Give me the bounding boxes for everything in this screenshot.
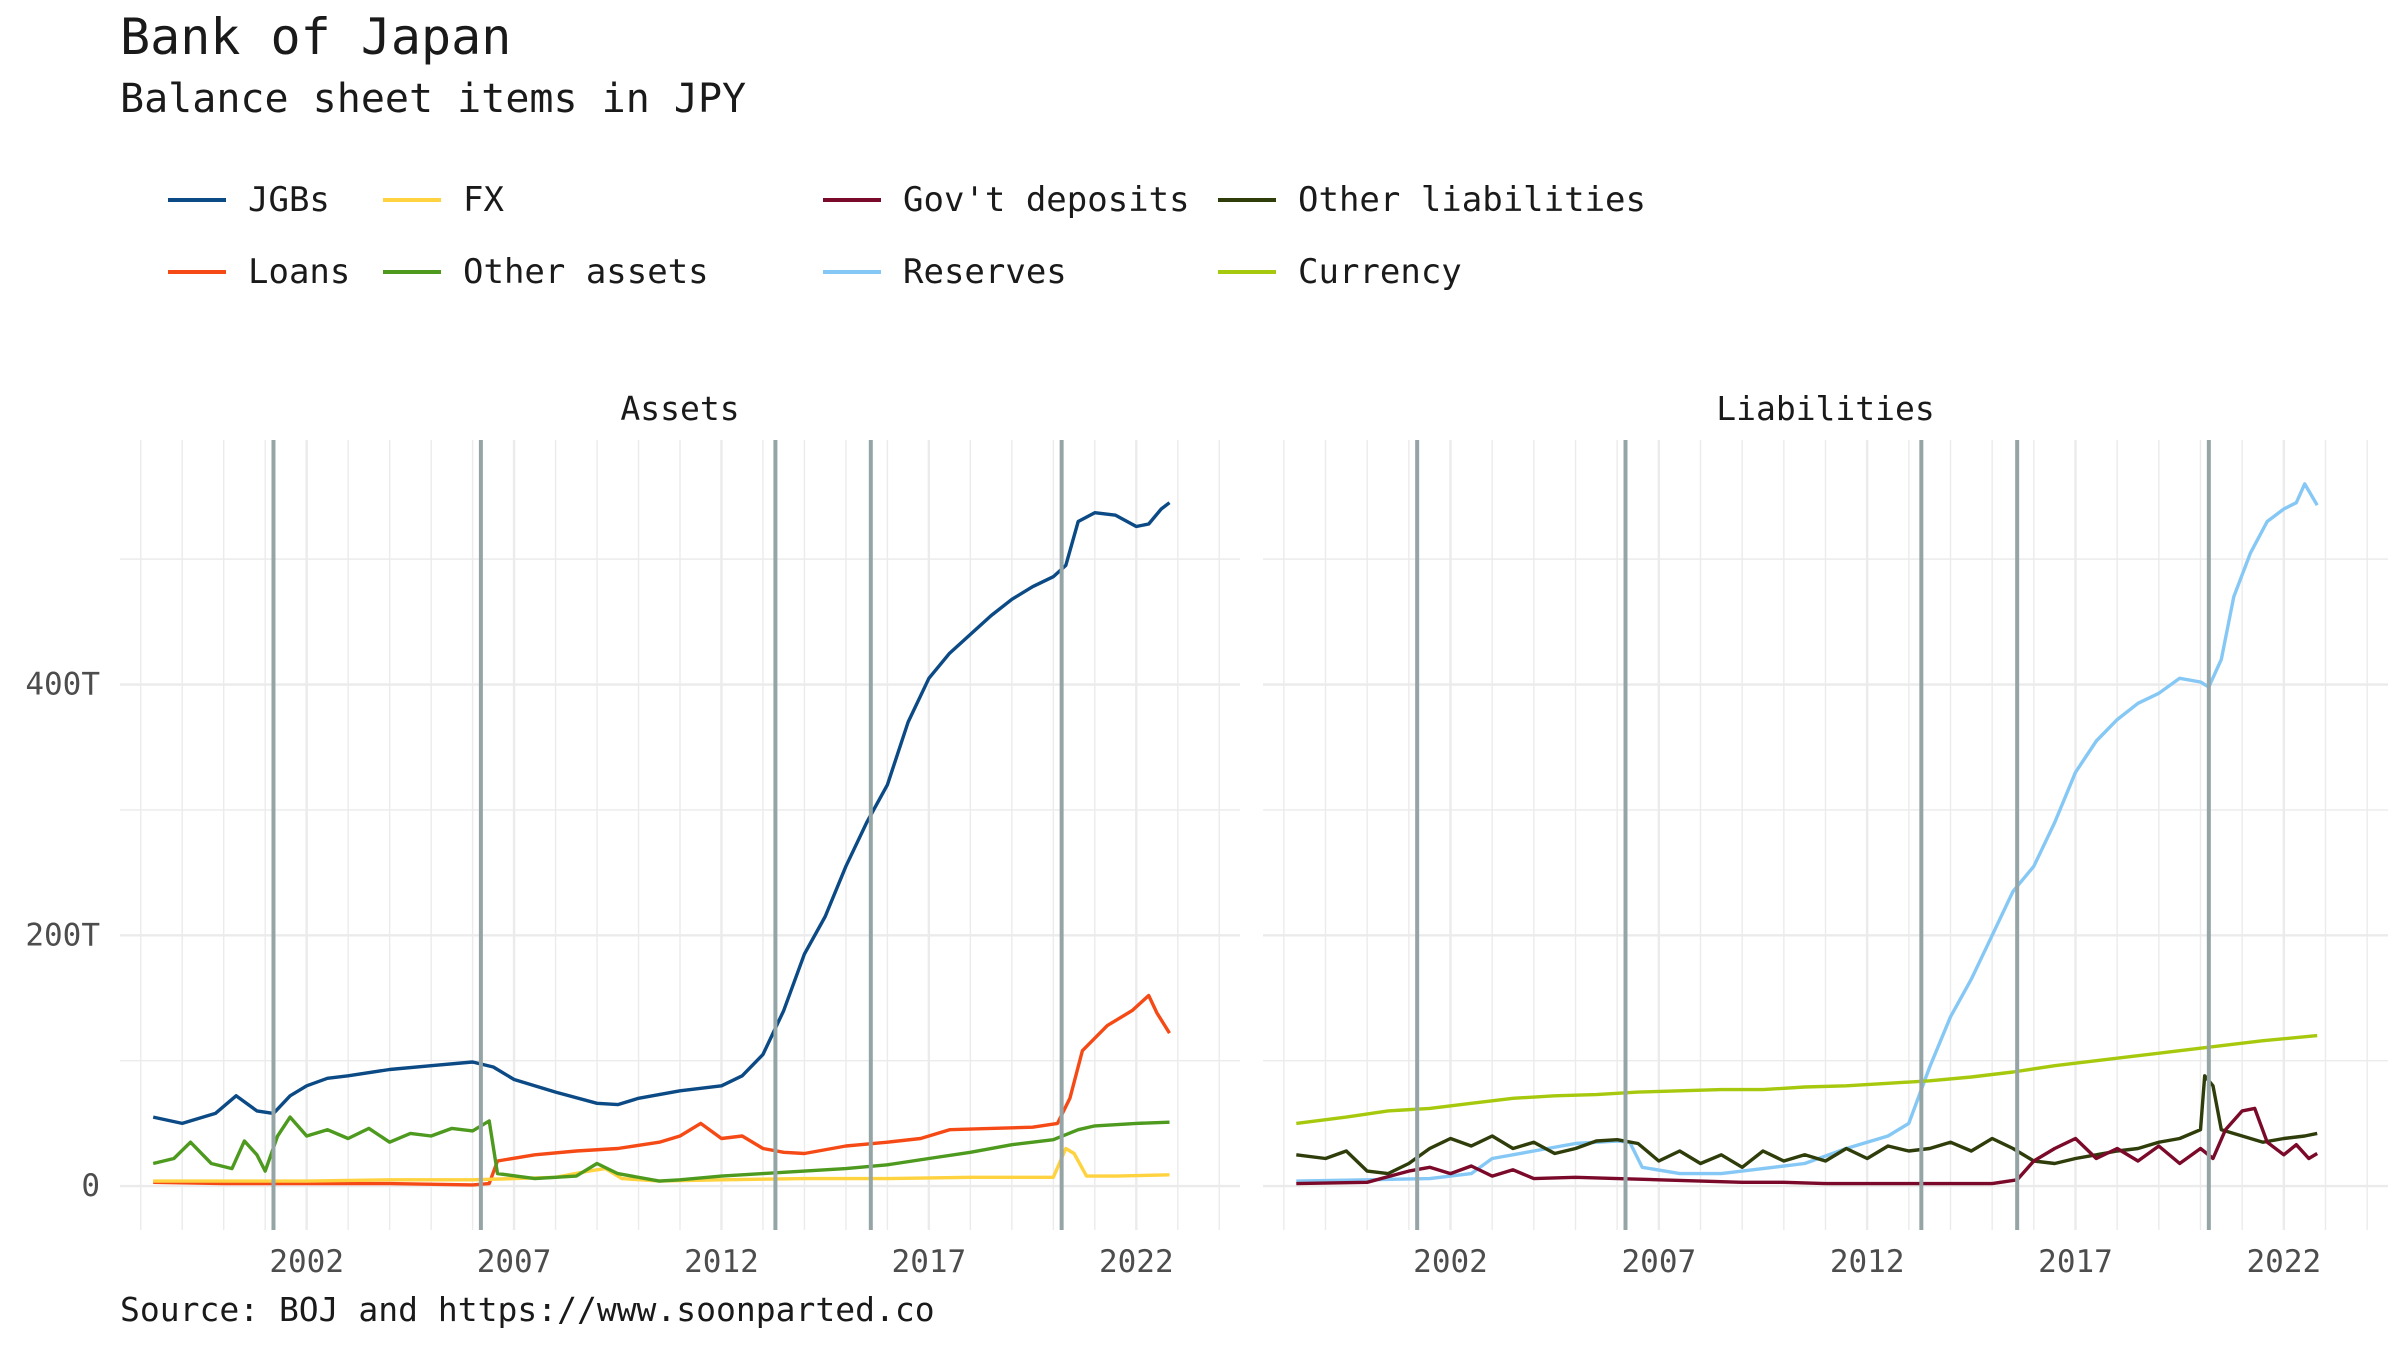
legend-item-other-assets: Other assets (383, 247, 709, 297)
legend-key (383, 198, 441, 202)
legend-item-reserves: Reserves (823, 247, 1067, 297)
x-tick-label: 2012 (684, 1244, 759, 1280)
legend-key (823, 270, 881, 274)
x-tick-label: 2012 (1830, 1244, 1905, 1280)
chart-title: Bank of Japan (120, 8, 512, 66)
legend-key (823, 198, 881, 202)
x-tick-label: 2022 (2247, 1244, 2322, 1280)
legend-item-jgbs: JGBs (168, 175, 330, 225)
legend-item-other-liabilities: Other liabilities (1218, 175, 1646, 225)
x-tick-label: 2022 (1099, 1244, 1174, 1280)
legend-item-currency: Currency (1218, 247, 1462, 297)
legend-label: Other assets (463, 252, 709, 292)
legend-label: JGBs (248, 180, 330, 220)
y-tick-label: 400T (25, 667, 100, 703)
caption: Source: BOJ and https://www.soonparted.c… (120, 1290, 935, 1329)
chart-subtitle: Balance sheet items in JPY (120, 76, 747, 122)
series-line-currency (1296, 1033, 2318, 1126)
legend-item-fx: FX (383, 175, 504, 225)
series-line-gov-t-deposits (1296, 1106, 2319, 1186)
x-tick-label: 2017 (892, 1244, 967, 1280)
legend-key (168, 198, 226, 202)
x-tick-label: 2002 (1413, 1244, 1488, 1280)
legend-label: FX (463, 180, 504, 220)
legend-label: Currency (1298, 252, 1462, 292)
legend-label: Other liabilities (1298, 180, 1646, 220)
y-tick-label: 200T (25, 917, 100, 953)
legend-label: Loans (248, 252, 351, 292)
series-line-other-assets (152, 1115, 1170, 1183)
y-tick-label: 0 (81, 1168, 100, 1204)
legend-key (383, 270, 441, 274)
legend-item-loans: Loans (168, 247, 350, 297)
x-tick-label: 2007 (477, 1244, 552, 1280)
legend-key (168, 270, 226, 274)
legend-label: Reserves (903, 252, 1067, 292)
legend-key (1218, 198, 1276, 202)
series-line-other-liabilities (1296, 1074, 2318, 1176)
panel-assets: Assets 2002 2007 2012 2017 2022 (120, 389, 1240, 1280)
facet-label-assets: Assets (620, 389, 739, 428)
panel-liabilities: Liabilities 2002 2007 2012 2017 2022 (1263, 389, 2388, 1280)
x-tick-label: 2017 (2038, 1244, 2113, 1280)
x-tick-label: 2002 (269, 1244, 344, 1280)
legend-key (1218, 270, 1276, 274)
legend-item-gov-t-deposits: Gov't deposits (823, 175, 1190, 225)
legend-label: Gov't deposits (903, 180, 1190, 220)
legend: JGBs FX Gov't deposits Other liabilities Loa… (168, 175, 1668, 315)
facet-label-liabilities: Liabilities (1716, 389, 1935, 428)
x-tick-label: 2007 (1622, 1244, 1697, 1280)
